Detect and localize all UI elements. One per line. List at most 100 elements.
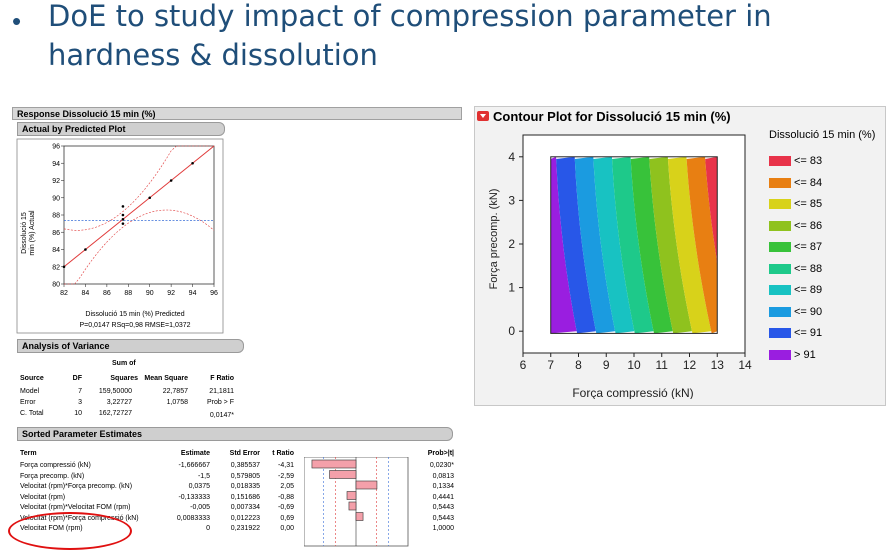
legend-label: <= 84 xyxy=(794,176,823,189)
param-term: Força compressió (kN) xyxy=(20,462,91,469)
legend-item: <= 84 xyxy=(769,177,822,189)
abp-ytick: 94 xyxy=(52,161,60,168)
contour-ytick: 1 xyxy=(508,281,515,295)
abp-xtick: 84 xyxy=(82,290,90,297)
anova-col-df: DF xyxy=(72,375,82,382)
param-prob: 0,0813 xyxy=(432,472,454,480)
param-stderr: 0,018335 xyxy=(230,483,260,490)
legend-label: <= 89 xyxy=(794,284,823,296)
abp-xlabel: Dissolució 15 min (%) Predicted xyxy=(85,311,184,318)
contour-xtick: 10 xyxy=(627,358,641,372)
anova-source: C. Total xyxy=(20,410,44,417)
data-point xyxy=(121,218,125,221)
abp-ylabel-1: Dissolució 15 xyxy=(21,212,28,254)
title-line-1: DoE to study impact of compression param… xyxy=(48,0,772,33)
param-estimate: -1,666667 xyxy=(178,462,210,469)
contour-band xyxy=(686,156,718,334)
legend-label: <= 91 xyxy=(794,327,823,339)
abp-xtick: 90 xyxy=(146,290,154,297)
param-tratio: -4,31 xyxy=(278,462,294,469)
contour-region-outline xyxy=(550,156,718,334)
anova-f-prob-label: Prob > F xyxy=(206,399,234,406)
abp-xtick: 96 xyxy=(210,290,218,297)
param-prob: 1,0000 xyxy=(432,525,454,532)
anova-sum-of: Sum of xyxy=(112,360,136,367)
param-stderr: 0,007334 xyxy=(230,504,260,511)
param-prob: 0,4441 xyxy=(432,493,454,501)
anova-df: 10 xyxy=(74,410,82,417)
actual-by-predicted-header[interactable]: Actual by Predicted Plot xyxy=(17,122,225,136)
param-prob: 0,0230* xyxy=(429,462,454,469)
param-prob: 0,1334 xyxy=(432,483,454,490)
param-stderr: 0,579805 xyxy=(230,472,260,480)
contour-band xyxy=(630,156,673,334)
param-col-tratio: t Ratio xyxy=(272,450,294,457)
contour-band xyxy=(667,156,712,334)
contour-xtick: 7 xyxy=(547,358,554,372)
contour-band xyxy=(612,156,654,334)
contour-xtick: 6 xyxy=(520,358,527,372)
t-ratio-bar xyxy=(355,512,364,521)
param-tratio: 2,05 xyxy=(280,483,294,490)
param-tratio: 0,00 xyxy=(280,525,294,532)
data-point xyxy=(191,161,194,165)
param-estimate: 0,0083333 xyxy=(176,514,210,522)
anova-ms: 22,7857 xyxy=(162,388,188,395)
abp-ytick: 96 xyxy=(52,144,60,151)
legend-swatch xyxy=(769,177,791,188)
data-point xyxy=(169,179,173,182)
abp-ytick: 88 xyxy=(52,213,60,220)
param-term: Velocitat (rpm)*Velocitat FOM (rpm) xyxy=(20,504,131,511)
bullet-glyph: • xyxy=(12,6,22,36)
param-term: Velocitat (rpm) xyxy=(20,493,66,501)
anova-ss: 159,50000 xyxy=(98,388,132,395)
param-tratio: -2,59 xyxy=(278,472,294,480)
param-prob: 0,5443 xyxy=(432,514,454,522)
contour-band xyxy=(705,156,718,334)
param-estimate: 0,0375 xyxy=(188,483,210,490)
legend-item: <= 90 xyxy=(769,306,822,318)
param-tratio: -0,69 xyxy=(278,504,294,511)
anova-col-squares: Squares xyxy=(110,375,138,382)
param-col-stderr: Std Error xyxy=(229,450,260,457)
param-estimate: 0 xyxy=(206,525,210,532)
contour-xtick: 13 xyxy=(711,358,725,372)
abp-ytick: 90 xyxy=(52,195,60,202)
legend-label: <= 87 xyxy=(794,241,823,253)
contour-xtick: 12 xyxy=(683,358,697,372)
abp-ytick: 86 xyxy=(52,230,60,237)
param-tratio: -0,88 xyxy=(278,493,294,501)
contour-band xyxy=(550,156,577,334)
legend-swatch xyxy=(769,306,791,317)
t-ratio-bar xyxy=(329,470,357,479)
param-term: Força precomp. (kN) xyxy=(20,472,85,480)
param-tratio: 0,69 xyxy=(280,514,294,522)
legend-swatch xyxy=(769,263,791,274)
param-col-term: Term xyxy=(20,450,37,457)
param-estimates-header[interactable]: Sorted Parameter Estimates xyxy=(17,427,453,441)
contour-panel: Contour Plot for Dissolució 15 min (%) 6… xyxy=(474,106,886,406)
legend-item: <= 87 xyxy=(769,241,822,253)
data-point xyxy=(121,222,125,225)
legend-label: <= 86 xyxy=(794,219,823,232)
anova-header[interactable]: Analysis of Variance xyxy=(17,339,244,353)
legend-label: <= 88 xyxy=(794,262,823,275)
red-triangle-menu-icon[interactable] xyxy=(477,111,489,121)
response-header[interactable]: Response Dissolució 15 min (%) xyxy=(12,107,462,120)
param-stderr: 0,012223 xyxy=(230,514,260,522)
abp-xtick: 88 xyxy=(124,290,132,297)
abp-xtick: 94 xyxy=(189,290,197,297)
legend-item: <= 91 xyxy=(769,327,822,339)
fit-line xyxy=(63,145,215,268)
data-point xyxy=(121,205,125,208)
legend-label: > 91 xyxy=(794,348,816,361)
abp-ytick: 84 xyxy=(52,247,60,254)
highlight-circle xyxy=(8,512,132,550)
contour-band xyxy=(556,156,596,334)
legend-swatch xyxy=(769,242,791,253)
anova-f: 21,1811 xyxy=(209,388,234,395)
abp-xtick: 82 xyxy=(60,290,68,297)
confidence-lower xyxy=(64,209,215,285)
contour-xtick: 14 xyxy=(738,358,752,372)
data-point xyxy=(121,213,125,217)
